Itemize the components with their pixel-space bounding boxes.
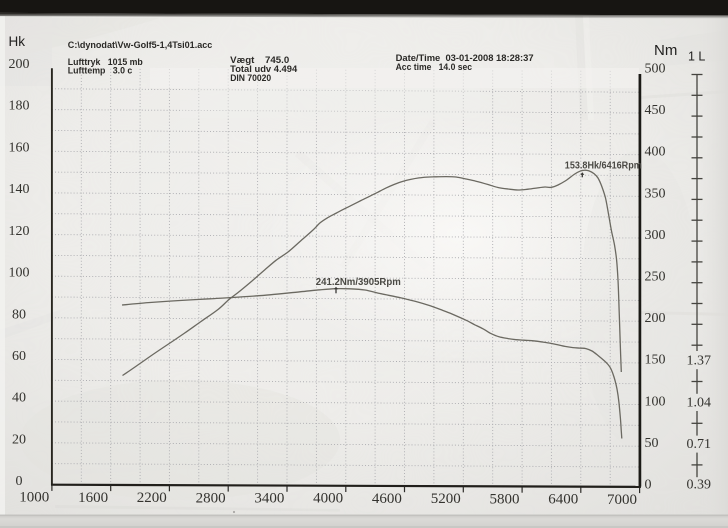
svg-text:4600: 4600 xyxy=(372,491,402,507)
svg-text:250: 250 xyxy=(645,270,666,285)
svg-text:100: 100 xyxy=(645,394,666,409)
svg-text:Nm: Nm xyxy=(654,42,677,59)
svg-text:Lufttryk 1015 mb: Lufttryk 1015 mb xyxy=(68,57,143,67)
svg-text:200: 200 xyxy=(645,311,666,326)
svg-text:80: 80 xyxy=(12,307,26,322)
svg-text:2800: 2800 xyxy=(196,490,226,506)
svg-text:200: 200 xyxy=(9,57,30,72)
svg-text:6400: 6400 xyxy=(548,492,578,508)
svg-text:1000: 1000 xyxy=(19,490,49,506)
svg-text:180: 180 xyxy=(9,99,30,114)
svg-text:300: 300 xyxy=(645,228,666,243)
svg-text:140: 140 xyxy=(9,182,30,197)
svg-text:0.71: 0.71 xyxy=(687,437,712,452)
svg-text:Vægt 745.0: Vægt 745.0 xyxy=(230,55,289,65)
svg-text:400: 400 xyxy=(645,145,666,160)
svg-text:Lufttemp 3.0 c: Lufttemp 3.0 c xyxy=(68,66,133,76)
svg-text:Date/Time 03-01-2008 18:28:37: Date/Time 03-01-2008 18:28:37 xyxy=(396,53,534,63)
svg-text:0: 0 xyxy=(16,474,23,489)
svg-text:160: 160 xyxy=(9,140,30,155)
svg-text:120: 120 xyxy=(9,224,30,239)
svg-text:Hk: Hk xyxy=(9,34,26,49)
svg-text:60: 60 xyxy=(12,349,26,364)
svg-text:2200: 2200 xyxy=(137,490,167,506)
svg-text:3400: 3400 xyxy=(254,491,284,507)
svg-text:350: 350 xyxy=(645,186,666,201)
svg-text:50: 50 xyxy=(645,436,659,451)
svg-text:1.04: 1.04 xyxy=(687,395,712,410)
svg-text:500: 500 xyxy=(645,61,666,76)
svg-text:7000: 7000 xyxy=(607,492,637,508)
svg-text:450: 450 xyxy=(645,103,666,118)
svg-text:Total udv 4.494: Total udv 4.494 xyxy=(230,64,298,74)
svg-text:0: 0 xyxy=(645,478,652,493)
svg-text:40: 40 xyxy=(12,391,26,406)
svg-text:C:\dynodat\Vw-Golf5-1,4Tsi01.a: C:\dynodat\Vw-Golf5-1,4Tsi01.acc xyxy=(68,40,213,50)
svg-text:0.39: 0.39 xyxy=(687,477,712,492)
svg-text:1600: 1600 xyxy=(78,490,108,506)
svg-text:153.8Hk/6416Rpm: 153.8Hk/6416Rpm xyxy=(565,160,642,171)
svg-text:Acc time 14.0 sec: Acc time 14.0 sec xyxy=(396,62,473,72)
svg-text:20: 20 xyxy=(12,433,26,448)
svg-text:241.2Nm/3905Rpm: 241.2Nm/3905Rpm xyxy=(316,277,401,288)
svg-text:1 L: 1 L xyxy=(688,50,705,64)
svg-text:4000: 4000 xyxy=(313,491,343,507)
svg-text:DIN 70020: DIN 70020 xyxy=(230,73,271,83)
svg-text:100: 100 xyxy=(9,266,30,281)
svg-text:1.37: 1.37 xyxy=(687,353,712,368)
svg-text:5200: 5200 xyxy=(431,491,461,507)
svg-text:150: 150 xyxy=(645,353,666,368)
svg-text:5800: 5800 xyxy=(490,491,520,507)
